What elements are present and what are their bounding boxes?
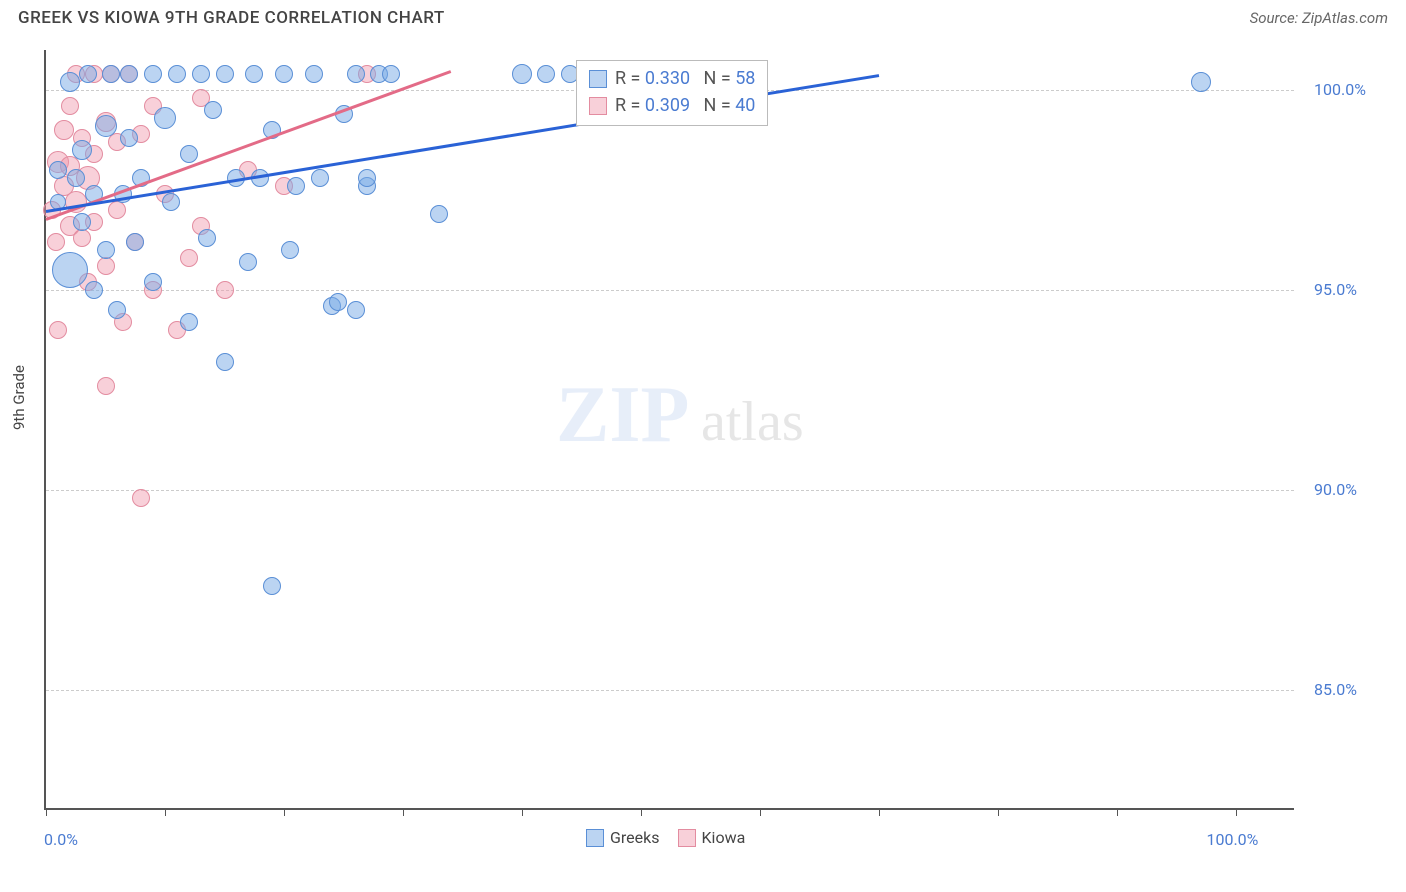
y-tick-label: 100.0% [1314,80,1366,99]
greeks-legend-icon [586,829,604,847]
greeks-point [216,65,234,83]
greeks-point [120,129,138,147]
greeks-point [347,65,365,83]
x-tick [522,808,523,816]
x-tick [998,808,999,816]
kiowa-point [108,201,126,219]
greeks-point [49,161,67,179]
greeks-point [168,65,186,83]
gridline [46,690,1294,691]
x-tick [1236,808,1237,816]
greeks-point [245,65,263,83]
greeks-point [162,193,180,211]
greeks-point [180,145,198,163]
x-tick [641,808,642,816]
kiowa-point [54,120,74,140]
x-tick [46,808,47,816]
greeks-point [120,65,138,83]
greeks-swatch-icon [589,70,607,88]
greeks-point [108,301,126,319]
kiowa-point [61,97,79,115]
kiowa-point [132,489,150,507]
gridline [46,490,1294,491]
greeks-point [85,281,103,299]
greeks-point [67,169,85,187]
chart-title: GREEK VS KIOWA 9TH GRADE CORRELATION CHA… [18,8,445,28]
greeks-point [60,72,80,92]
x-tick [760,808,761,816]
kiowa-point [216,281,234,299]
greeks-point [512,64,532,84]
stats-text: R = 0.309 N = 40 [615,92,755,119]
y-axis-label: 9th Grade [10,365,28,430]
x-tick [284,808,285,816]
legend-label: Kiowa [702,828,746,847]
greeks-point [144,273,162,291]
greeks-point [329,293,347,311]
x-tick [403,808,404,816]
greeks-point [79,65,97,83]
plot-area: ZIP atlas 85.0%90.0%95.0%100.0%0.0%100.0… [44,50,1294,810]
y-tick-label: 95.0% [1314,280,1357,299]
greeks-point [192,65,210,83]
greeks-point [347,301,365,319]
x-tick [879,808,880,816]
kiowa-point [47,233,65,251]
y-tick-label: 90.0% [1314,480,1357,499]
kiowa-point [49,321,67,339]
greeks-point [216,353,234,371]
watermark-atlas: atlas [701,390,804,454]
greeks-point [73,213,91,231]
kiowa-trendline [45,70,451,221]
greeks-point [430,205,448,223]
greeks-point [239,253,257,271]
plot-container: ZIP atlas 85.0%90.0%95.0%100.0%0.0%100.0… [44,50,1294,810]
watermark-zip: ZIP [556,370,689,461]
greeks-point [537,65,555,83]
kiowa-point [180,249,198,267]
greeks-point [281,241,299,259]
greeks-point [198,229,216,247]
greeks-point [358,169,376,187]
kiowa-legend-icon [678,829,696,847]
greeks-point [287,177,305,195]
stats-text: R = 0.330 N = 58 [615,65,755,92]
greeks-point [126,233,144,251]
x-tick [165,808,166,816]
kiowa-point [73,229,91,247]
x-tick-label: 100.0% [1206,830,1258,849]
greeks-point [97,241,115,259]
greeks-point [102,65,120,83]
legend-label: Greeks [610,828,660,847]
greeks-point [275,65,293,83]
greeks-point [305,65,323,83]
x-tick-label: 0.0% [44,830,78,849]
greeks-point [95,115,117,137]
stats-box: R = 0.330 N = 58R = 0.309 N = 40 [576,60,768,126]
greeks-point [154,107,176,129]
y-tick-label: 85.0% [1314,680,1357,699]
greeks-point [311,169,329,187]
kiowa-point [97,377,115,395]
kiowa-swatch-icon [589,97,607,115]
legend: Greeks Kiowa [586,828,745,847]
greeks-point [144,65,162,83]
source-label: Source: ZipAtlas.com [1250,9,1388,27]
greeks-point [180,313,198,331]
greeks-point [52,252,88,288]
greeks-point [1191,72,1211,92]
x-tick [1117,808,1118,816]
greeks-point [382,65,400,83]
kiowa-point [97,257,115,275]
greeks-point [204,101,222,119]
greeks-point [72,140,92,160]
greeks-point [263,577,281,595]
